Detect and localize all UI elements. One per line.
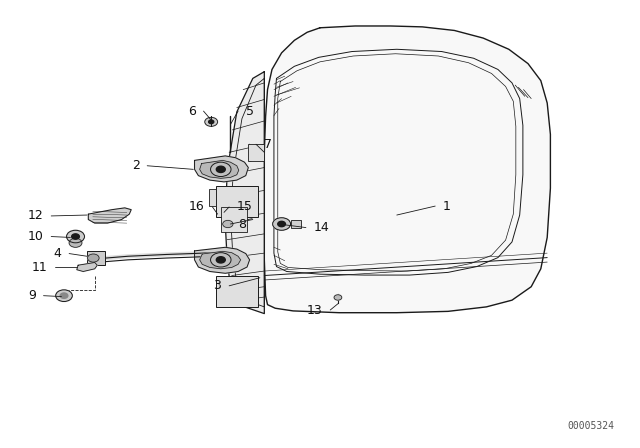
Text: 9: 9 <box>28 289 36 302</box>
Polygon shape <box>225 72 264 314</box>
Polygon shape <box>77 263 97 271</box>
Text: 6: 6 <box>188 104 196 118</box>
Text: 12: 12 <box>28 209 44 223</box>
Circle shape <box>334 295 342 300</box>
Text: 15: 15 <box>237 200 253 214</box>
Circle shape <box>216 257 225 263</box>
Circle shape <box>209 120 214 124</box>
Circle shape <box>211 162 231 177</box>
Text: 4: 4 <box>54 247 61 260</box>
Bar <box>209 189 216 206</box>
Text: 8: 8 <box>238 217 246 231</box>
Bar <box>248 144 264 161</box>
Text: 2: 2 <box>132 159 140 172</box>
Circle shape <box>67 230 84 243</box>
Circle shape <box>56 290 72 302</box>
Text: 7: 7 <box>264 138 272 151</box>
Circle shape <box>205 117 218 126</box>
Bar <box>291 220 301 228</box>
Circle shape <box>69 238 82 247</box>
Text: 1: 1 <box>443 199 451 213</box>
Text: 13: 13 <box>307 303 323 317</box>
Circle shape <box>273 218 291 230</box>
Circle shape <box>223 220 233 228</box>
Circle shape <box>72 234 79 239</box>
Polygon shape <box>195 156 248 182</box>
Bar <box>216 276 258 307</box>
Bar <box>221 207 247 232</box>
Circle shape <box>278 221 285 227</box>
Text: 3: 3 <box>214 279 221 293</box>
Circle shape <box>211 253 231 267</box>
Circle shape <box>216 166 225 172</box>
Text: 5: 5 <box>246 104 253 118</box>
Text: 00005324: 00005324 <box>568 421 614 431</box>
Polygon shape <box>200 160 239 178</box>
Text: 14: 14 <box>314 221 330 234</box>
Bar <box>216 186 258 217</box>
Text: 10: 10 <box>28 230 44 243</box>
Polygon shape <box>195 247 250 273</box>
Polygon shape <box>88 208 131 223</box>
Circle shape <box>60 293 68 298</box>
Polygon shape <box>264 26 550 313</box>
Text: 16: 16 <box>189 200 205 214</box>
Text: 11: 11 <box>31 260 47 274</box>
Circle shape <box>88 254 99 262</box>
Bar <box>87 251 105 265</box>
Polygon shape <box>200 251 241 269</box>
